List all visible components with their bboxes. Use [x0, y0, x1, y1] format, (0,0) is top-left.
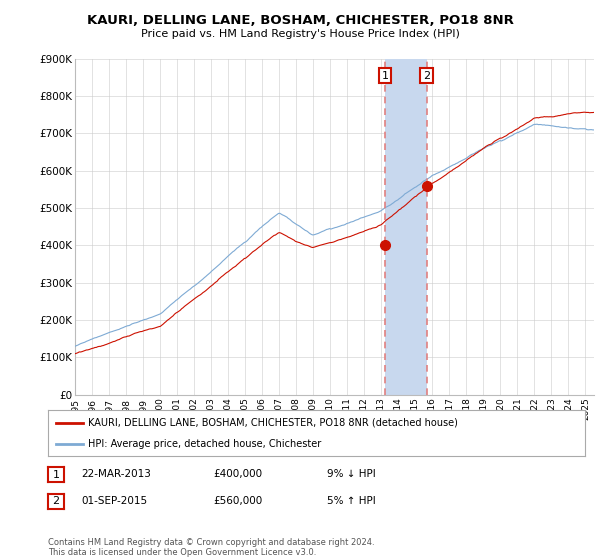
Text: £400,000: £400,000 — [213, 469, 262, 479]
Text: 2: 2 — [423, 71, 430, 81]
Text: 1: 1 — [382, 71, 389, 81]
Text: 01-SEP-2015: 01-SEP-2015 — [81, 496, 147, 506]
Text: HPI: Average price, detached house, Chichester: HPI: Average price, detached house, Chic… — [88, 439, 322, 449]
Text: KAURI, DELLING LANE, BOSHAM, CHICHESTER, PO18 8NR: KAURI, DELLING LANE, BOSHAM, CHICHESTER,… — [86, 14, 514, 27]
Text: 5% ↑ HPI: 5% ↑ HPI — [327, 496, 376, 506]
Text: Contains HM Land Registry data © Crown copyright and database right 2024.
This d: Contains HM Land Registry data © Crown c… — [48, 538, 374, 557]
Text: 1: 1 — [53, 470, 59, 479]
Text: £560,000: £560,000 — [213, 496, 262, 506]
Text: 22-MAR-2013: 22-MAR-2013 — [81, 469, 151, 479]
Text: Price paid vs. HM Land Registry's House Price Index (HPI): Price paid vs. HM Land Registry's House … — [140, 29, 460, 39]
Text: 2: 2 — [53, 497, 59, 506]
Text: KAURI, DELLING LANE, BOSHAM, CHICHESTER, PO18 8NR (detached house): KAURI, DELLING LANE, BOSHAM, CHICHESTER,… — [88, 418, 458, 428]
Bar — [385, 59, 427, 395]
Text: 9% ↓ HPI: 9% ↓ HPI — [327, 469, 376, 479]
